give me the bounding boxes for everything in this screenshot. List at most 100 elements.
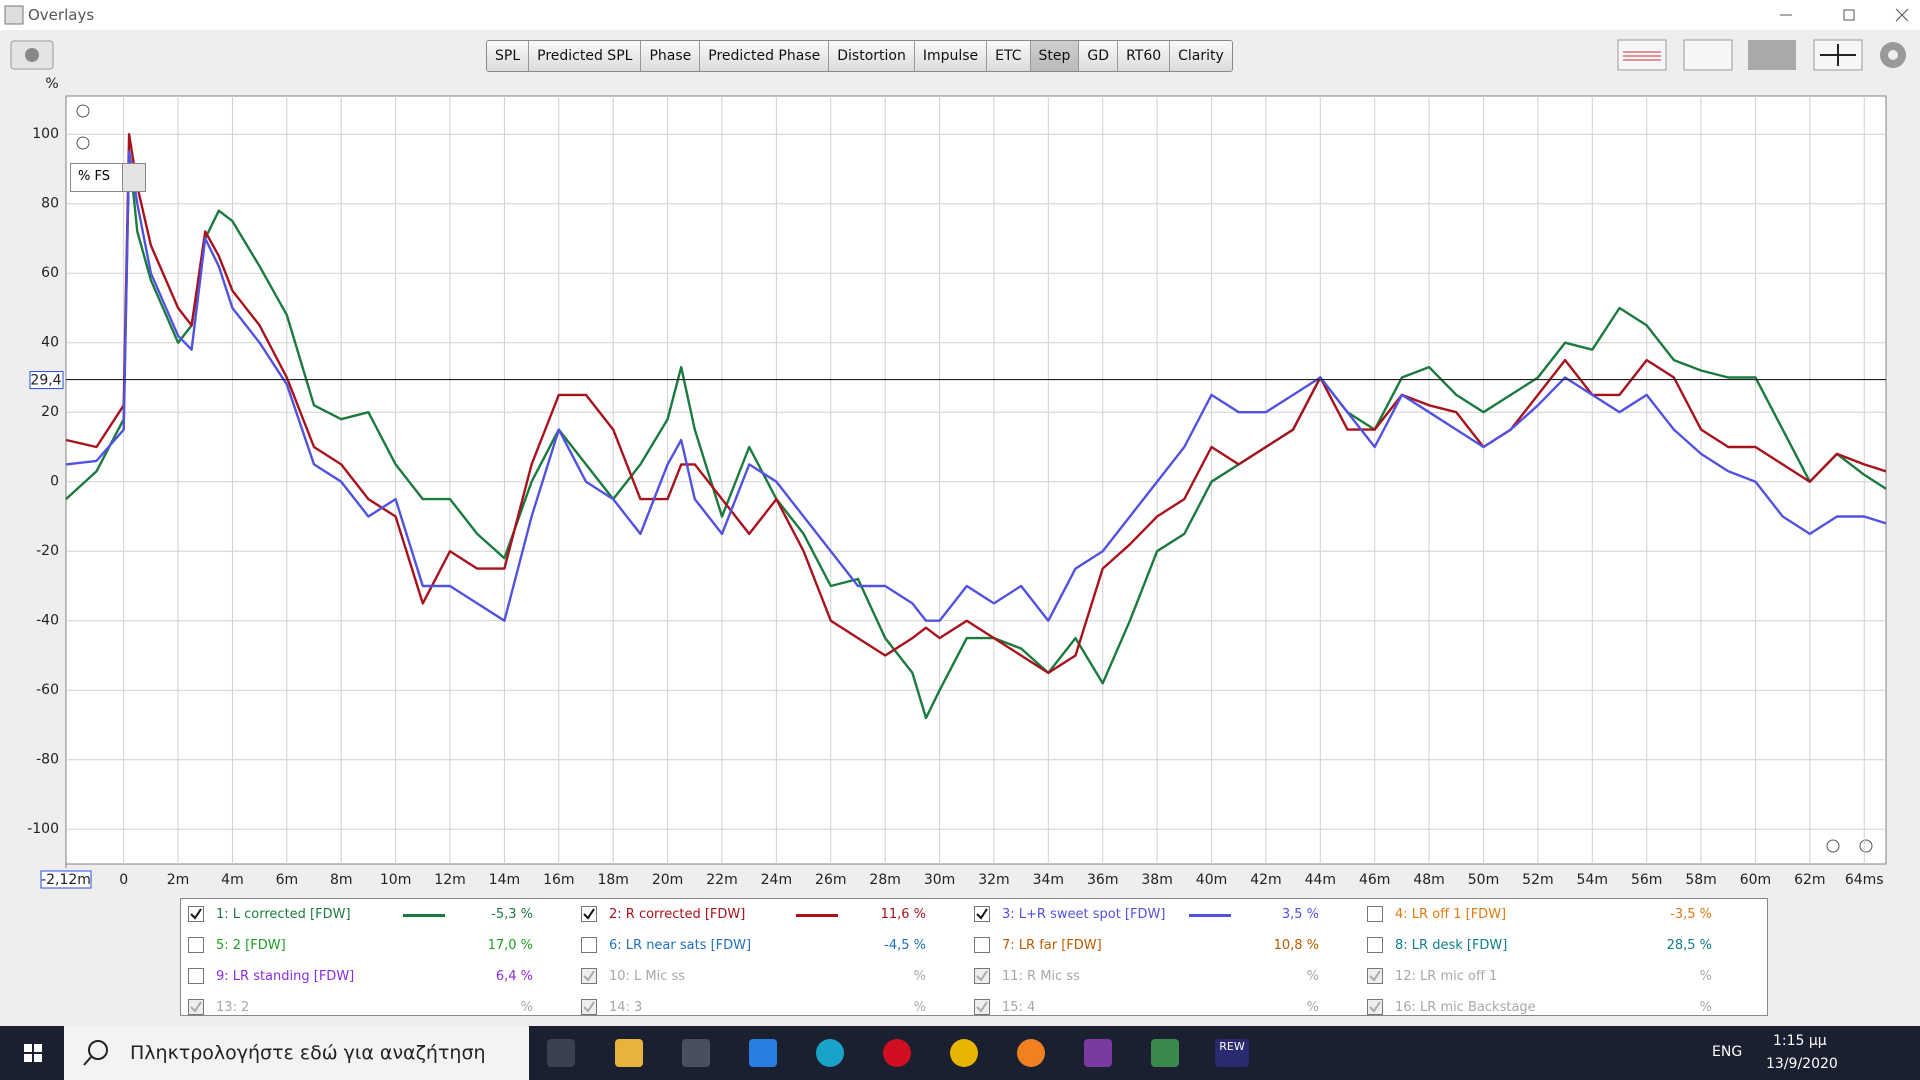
legend-line-sample [403, 914, 445, 917]
checkbox[interactable] [188, 906, 204, 922]
app-icon[interactable] [1151, 1039, 1179, 1067]
series-line [65, 150, 1887, 622]
legend-label: 15: 4 [1002, 1000, 1036, 1015]
legend-label: 9: LR standing [FDW] [216, 969, 355, 984]
tab-button[interactable]: GD [1079, 41, 1119, 71]
legend-label: 16: LR mic Backstage [1395, 1000, 1536, 1015]
view-controls[interactable] [1617, 38, 1907, 72]
app-icon[interactable] [682, 1039, 710, 1067]
legend-reading: 11,6 % [880, 907, 926, 922]
legend-reading: -4,5 % [884, 938, 926, 953]
legend-entry: 4: LR off 1 [FDW] -3,5 % [1367, 903, 1747, 927]
check-mark [190, 1001, 202, 1013]
x-tick-label: 38m [1141, 872, 1172, 888]
tab-button[interactable]: Predicted Phase [700, 41, 830, 71]
x-tick-label: -2,12m [41, 872, 91, 888]
zoom-icons[interactable] [76, 104, 1873, 853]
legend-reading: % [1699, 1000, 1712, 1015]
y-tick-label: 60 [41, 265, 59, 281]
x-tick-label: 12m [434, 872, 465, 888]
legend-reading: % [913, 969, 926, 984]
app-icon[interactable] [1084, 1039, 1112, 1067]
app-icon[interactable] [816, 1039, 844, 1067]
search-box[interactable]: Πληκτρολογήστε εδώ για αναζήτηση [64, 1026, 529, 1080]
app-icon[interactable] [883, 1039, 911, 1067]
legend-label: 3: L+R sweet spot [FDW] [1002, 907, 1166, 922]
tab-button[interactable]: Step [1030, 41, 1080, 71]
window-controls[interactable] [1760, 0, 1920, 30]
camera-button[interactable] [10, 40, 54, 70]
checkbox[interactable] [1367, 937, 1383, 953]
graph-tabs: SPL Predicted SPL Phase Predicted Phase Dist… [486, 40, 1233, 72]
x-tick-label: 54m [1577, 872, 1608, 888]
legend-label: 10: L Mic ss [609, 969, 686, 984]
x-tick-label: 2m [167, 872, 190, 888]
x-tick-label: 34m [1033, 872, 1064, 888]
check-mark [190, 908, 202, 920]
app-icon[interactable] [749, 1039, 777, 1067]
x-tick-label: 60m [1740, 872, 1771, 888]
tab-button[interactable]: Impulse [914, 41, 988, 71]
checkbox[interactable] [581, 937, 597, 953]
start-button[interactable] [0, 1026, 64, 1080]
y-tick-label: 100 [32, 126, 59, 142]
legend-entry: 9: LR standing [FDW] 6,4 % [188, 965, 568, 989]
legend-reading: % [1699, 969, 1712, 984]
checkbox[interactable] [974, 937, 990, 953]
x-tick-label: 4m [221, 872, 244, 888]
x-tick-label: 14m [489, 872, 520, 888]
app-icon[interactable] [615, 1039, 643, 1067]
app-icon [4, 5, 24, 25]
language[interactable]: ENG [1712, 1044, 1743, 1060]
legend-entry: 15: 4% [974, 996, 1354, 1020]
legend-entry: 14: 3% [581, 996, 961, 1020]
series-line [65, 150, 1887, 720]
legend-entry: 2: R corrected [FDW] 11,6 % [581, 903, 961, 927]
y-tick-label: -100 [27, 821, 59, 837]
checkbox[interactable] [188, 937, 204, 953]
x-tick-label: 32m [978, 872, 1009, 888]
check-mark [1369, 1001, 1381, 1013]
tab-button[interactable]: RT60 [1118, 41, 1171, 71]
tab-button[interactable]: Phase [641, 41, 701, 71]
x-tick-label: 8m [330, 872, 353, 888]
legend-reading: 10,8 % [1273, 938, 1319, 953]
window-title: Overlays [28, 6, 95, 24]
x-tick-label: 44m [1305, 872, 1336, 888]
checkbox[interactable] [974, 906, 990, 922]
x-tick-label: 58m [1685, 872, 1716, 888]
clock-date: 13/9/2020 [1766, 1056, 1838, 1072]
unit-dropdown[interactable]: % FS [70, 163, 146, 192]
tab-button[interactable]: Predicted SPL [529, 41, 642, 71]
app-icon[interactable] [1017, 1039, 1045, 1067]
checkbox[interactable] [188, 968, 204, 984]
search-placeholder: Πληκτρολογήστε εδώ για αναζήτηση [130, 1042, 486, 1064]
legend-reading: % [913, 1000, 926, 1015]
tab-button[interactable]: SPL [487, 41, 530, 71]
x-tick-label: 56m [1631, 872, 1662, 888]
x-tick-label: 22m [706, 872, 737, 888]
tab-button[interactable]: Distortion [829, 41, 915, 71]
app-icon[interactable] [950, 1039, 978, 1067]
legend-reading: 6,4 % [495, 969, 533, 984]
legend-entry: 11: R Mic ss% [974, 965, 1354, 989]
check-mark [976, 970, 988, 982]
checkbox[interactable] [1367, 906, 1383, 922]
legend-entry: 1: L corrected [FDW] -5,3 % [188, 903, 568, 927]
overlay-legend: 1: L corrected [FDW] -5,3 % 2: R corrected… [180, 898, 1768, 1016]
cursor-box [29, 371, 64, 390]
tab-button[interactable]: Clarity [1170, 41, 1232, 71]
checkbox [581, 999, 597, 1015]
checkbox[interactable] [581, 906, 597, 922]
x-tick-label: 50m [1468, 872, 1499, 888]
tab-button[interactable]: ETC [987, 41, 1031, 71]
legend-label: 5: 2 [FDW] [216, 938, 286, 953]
check-mark [583, 908, 595, 920]
legend-line-sample [1189, 914, 1231, 917]
x-tick-label: 40m [1196, 872, 1227, 888]
x-tick-label: 36m [1087, 872, 1118, 888]
x-tick-label: 30m [924, 872, 955, 888]
rew-icon[interactable]: REW [1215, 1039, 1249, 1067]
legend-reading: 28,5 % [1666, 938, 1712, 953]
task-view[interactable] [547, 1039, 575, 1067]
